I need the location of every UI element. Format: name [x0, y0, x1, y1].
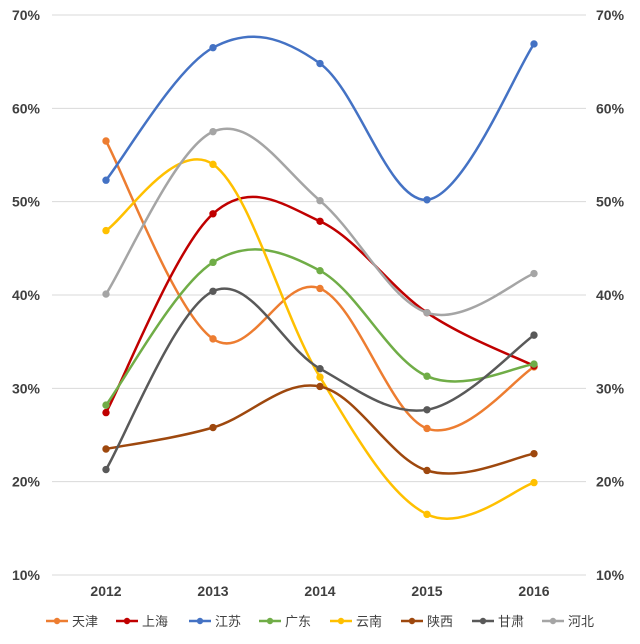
- data-point: [209, 160, 217, 169]
- legend: 天津 上海 江苏 广东 云南 陕西 甘肃 河北: [46, 614, 594, 630]
- legend-label: 天津: [72, 615, 98, 630]
- legend-swatch-marker: [123, 617, 131, 625]
- data-point: [102, 445, 110, 453]
- y-tick-label-right: 40%: [596, 287, 625, 303]
- series-line: [104, 384, 536, 475]
- data-point: [530, 331, 538, 339]
- x-tick-label: 2016: [518, 583, 549, 599]
- data-point: [102, 226, 110, 235]
- series-line: [104, 35, 536, 202]
- legend-swatch-marker: [408, 617, 416, 625]
- y-axis-left: 10% 20% 30% 40% 50% 60% 70%: [12, 7, 41, 583]
- legend-label: 陕西: [427, 615, 453, 630]
- legend-label: 广东: [285, 615, 311, 630]
- legend-label: 甘肃: [498, 615, 524, 630]
- data-point: [316, 365, 324, 373]
- y-tick-label-right: 60%: [596, 100, 625, 116]
- y-tick-label-right: 50%: [596, 194, 625, 210]
- data-point: [209, 423, 217, 432]
- series-2: [102, 35, 538, 204]
- series-0: [102, 137, 538, 433]
- y-tick-label-right: 20%: [596, 474, 625, 490]
- data-point: [530, 40, 538, 48]
- legend-item: 上海: [116, 615, 168, 630]
- legend-label: 云南: [356, 614, 382, 630]
- series-line: [104, 195, 536, 414]
- data-point: [209, 210, 217, 218]
- legend-swatch-marker: [337, 617, 345, 625]
- data-point: [530, 360, 538, 368]
- data-point: [423, 466, 431, 475]
- data-point: [423, 309, 431, 317]
- series-line: [104, 287, 536, 471]
- legend-swatch-marker: [479, 617, 487, 625]
- legend-label: 河北: [568, 615, 594, 630]
- data-point: [102, 176, 110, 184]
- y-tick-label-right: 10%: [596, 567, 625, 583]
- y-tick-label-left: 40%: [12, 287, 41, 303]
- data-point: [316, 197, 324, 205]
- data-point: [102, 401, 110, 409]
- data-point: [316, 284, 324, 293]
- data-point: [316, 373, 324, 381]
- data-point: [316, 382, 324, 391]
- y-tick-label-left: 30%: [12, 380, 41, 396]
- series-7: [102, 127, 538, 317]
- data-point: [423, 406, 431, 414]
- series-line: [104, 158, 536, 521]
- y-tick-label-right: 70%: [596, 7, 625, 23]
- series-6: [102, 287, 538, 474]
- data-point: [102, 137, 110, 145]
- data-point: [102, 408, 110, 417]
- data-point: [316, 59, 324, 68]
- y-tick-label-left: 20%: [12, 474, 41, 490]
- x-axis: 2012 2013 2014 2015 2016: [90, 583, 549, 599]
- x-tick-label: 2013: [197, 583, 228, 599]
- data-point: [530, 269, 538, 278]
- y-tick-label-left: 10%: [12, 567, 41, 583]
- data-point: [423, 372, 431, 380]
- legend-item: 云南: [330, 614, 382, 630]
- legend-swatch-marker: [196, 617, 204, 625]
- data-point: [209, 127, 217, 136]
- data-point: [209, 335, 217, 343]
- series-line: [104, 139, 536, 432]
- data-point: [316, 217, 324, 225]
- data-point: [423, 196, 431, 204]
- series-5: [102, 382, 538, 475]
- series-3: [102, 248, 538, 409]
- series-lines: [102, 35, 538, 521]
- series-line: [104, 127, 536, 316]
- x-tick-label: 2014: [304, 583, 335, 599]
- legend-item: 广东: [259, 615, 311, 630]
- legend-swatch-marker: [549, 617, 557, 625]
- data-point: [102, 465, 110, 474]
- x-tick-label: 2012: [90, 583, 121, 599]
- data-point: [423, 424, 431, 433]
- legend-item: 甘肃: [472, 615, 524, 630]
- y-axis-right: 10% 20% 30% 40% 50% 60% 70%: [596, 7, 625, 583]
- legend-item: 河北: [542, 615, 594, 630]
- y-tick-label-left: 50%: [12, 194, 41, 210]
- data-point: [423, 510, 431, 519]
- data-point: [209, 43, 217, 52]
- legend-item: 陕西: [401, 615, 453, 630]
- legend-label: 江苏: [215, 614, 241, 630]
- legend-label: 上海: [142, 615, 168, 630]
- y-tick-label-left: 70%: [12, 7, 41, 23]
- data-point: [530, 449, 538, 458]
- legend-swatch-marker: [53, 617, 61, 625]
- y-tick-label-right: 30%: [596, 380, 625, 396]
- y-tick-label-left: 60%: [12, 100, 41, 116]
- data-point: [316, 267, 324, 275]
- data-point: [102, 290, 110, 298]
- data-point: [530, 478, 538, 487]
- data-point: [209, 258, 217, 267]
- legend-swatch-marker: [266, 617, 274, 625]
- data-point: [209, 287, 217, 295]
- legend-item: 天津: [46, 615, 98, 630]
- legend-item: 江苏: [189, 614, 241, 630]
- x-tick-label: 2015: [411, 583, 442, 599]
